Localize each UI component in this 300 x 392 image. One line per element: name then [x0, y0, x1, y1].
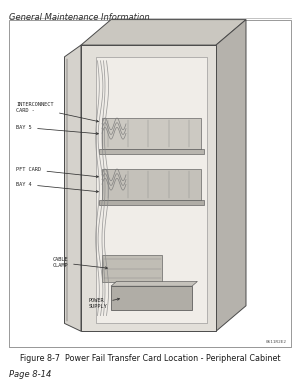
Text: BAY 4: BAY 4 [16, 182, 98, 192]
Polygon shape [216, 20, 246, 331]
Text: PFT CARD: PFT CARD [16, 167, 98, 178]
Text: Figure 8-7  Power Fail Transfer Card Location - Peripheral Cabinet: Figure 8-7 Power Fail Transfer Card Loca… [20, 354, 280, 363]
Polygon shape [96, 57, 207, 323]
Bar [99, 149, 204, 154]
Polygon shape [81, 45, 216, 331]
Bar [102, 118, 201, 149]
Bar [111, 286, 192, 310]
Text: General Maintenance Information: General Maintenance Information [9, 13, 150, 22]
Text: 0611R2E2: 0611R2E2 [266, 340, 286, 344]
Text: INTERCONNECT
CARD -: INTERCONNECT CARD - [16, 102, 98, 122]
Bar [102, 169, 201, 200]
Bar [102, 255, 162, 282]
Polygon shape [111, 281, 197, 286]
Text: Page 8-14: Page 8-14 [9, 370, 51, 379]
Text: CABLE
CLAMP: CABLE CLAMP [52, 257, 107, 269]
Text: BAY 5: BAY 5 [16, 125, 98, 134]
Bar [99, 200, 204, 205]
Bar [9, 20, 291, 347]
Polygon shape [64, 45, 81, 331]
Polygon shape [81, 20, 246, 45]
Text: POWER
SUPPLY: POWER SUPPLY [88, 298, 119, 309]
